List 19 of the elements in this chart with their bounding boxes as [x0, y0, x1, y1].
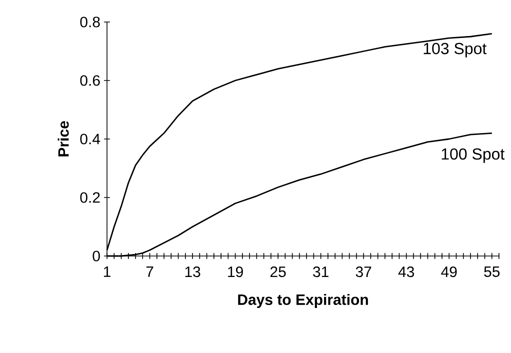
y-tick-label: 0.6 — [80, 75, 100, 86]
x-tick-label: 7 — [146, 266, 154, 277]
series-label: 103 Spot — [424, 42, 487, 58]
x-tick-label: 25 — [270, 266, 286, 278]
x-tick-label: 49 — [441, 266, 457, 278]
y-tick-label: 0 — [92, 250, 100, 262]
y-tick-label: 0.8 — [80, 16, 100, 28]
x-tick-label: 13 — [185, 266, 200, 278]
x-tick-label: 19 — [228, 266, 243, 278]
y-axis-title: Price — [58, 121, 69, 156]
series-label: 100 Spot — [442, 148, 505, 163]
x-tick-label: 37 — [356, 266, 372, 278]
x-tick-label: 55 — [484, 266, 500, 277]
x-tick-label: 43 — [398, 266, 414, 278]
x-tick-label: 31 — [313, 266, 328, 278]
y-tick-label: 0.2 — [80, 192, 100, 203]
y-tick-label: 0.4 — [80, 134, 100, 144]
x-axis-title: Days to Expiration — [238, 294, 368, 308]
x-tick-label: 1 — [104, 266, 110, 277]
